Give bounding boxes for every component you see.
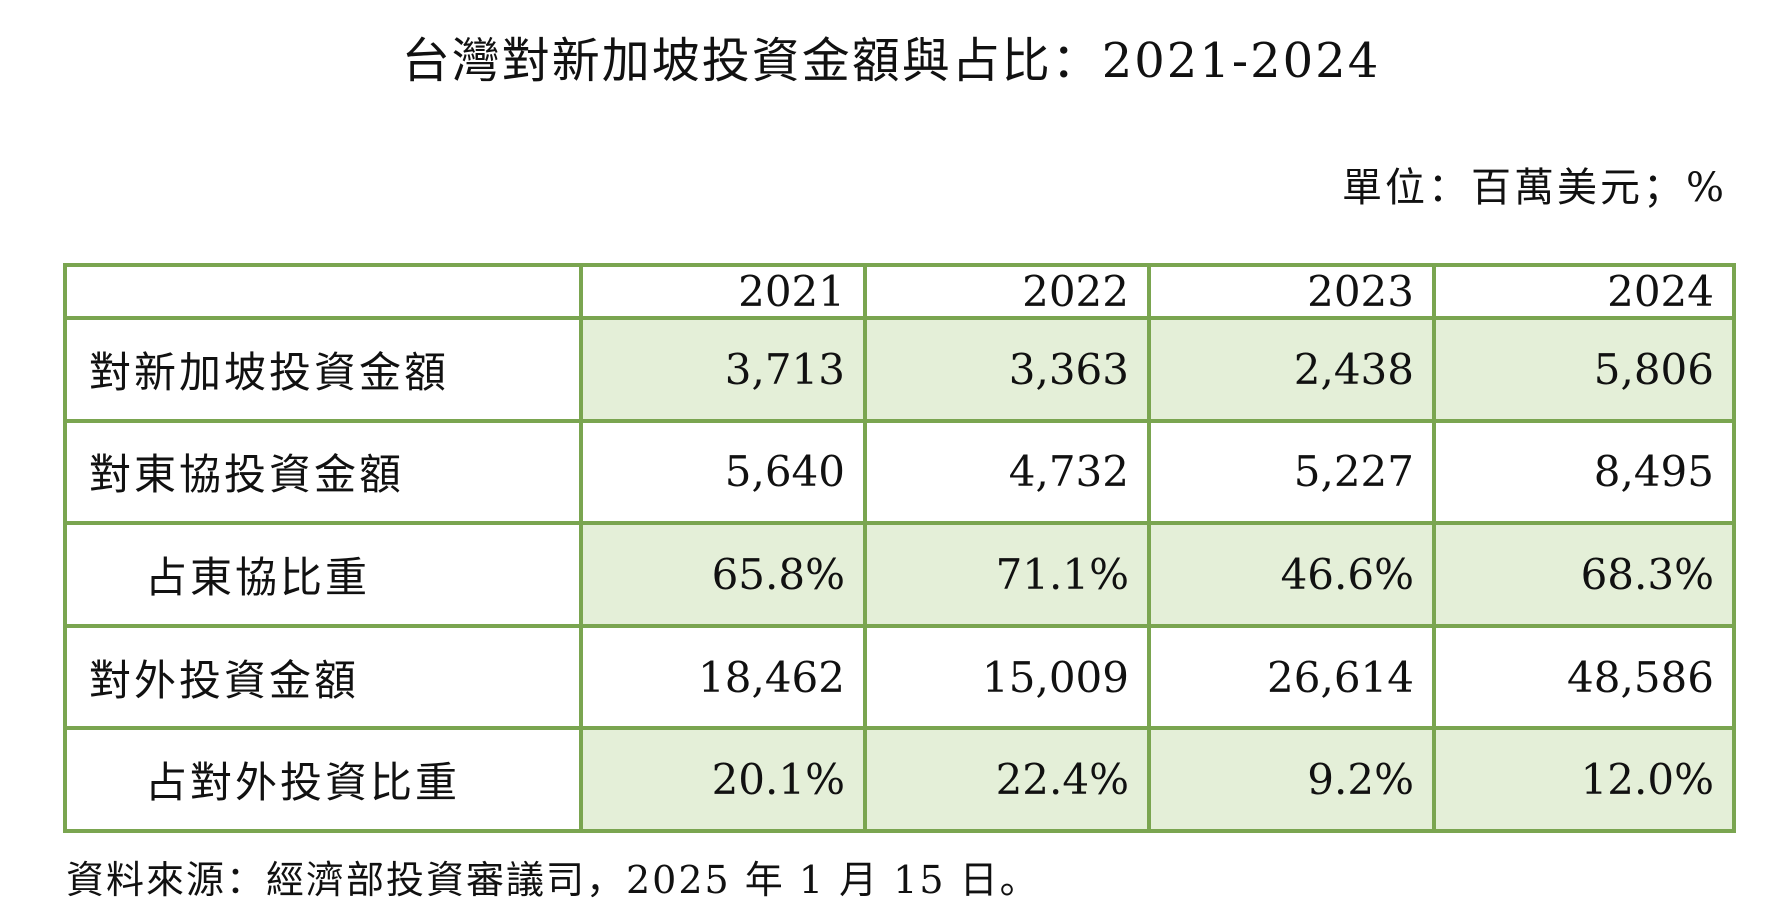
- header-cell-empty: [63, 263, 583, 320]
- table-cell: 15,009: [863, 623, 1151, 731]
- table-cell: 65.8%: [579, 521, 867, 628]
- table-cell: 18,462: [579, 623, 867, 731]
- table-cell: 3,713: [579, 316, 867, 423]
- unit-note: 單位：百萬美元；%: [1341, 165, 1727, 211]
- table-cell: 8,495: [1432, 418, 1736, 526]
- table-cell: 12.0%: [1432, 726, 1736, 833]
- table-cell: 5,227: [1147, 418, 1436, 526]
- table-cell: 71.1%: [863, 521, 1151, 628]
- header-cell-2023: 2023: [1147, 263, 1436, 320]
- header-cell-2022: 2022: [863, 263, 1151, 320]
- table-cell: 2,438: [1147, 316, 1436, 423]
- row-label: 對外投資金額: [63, 623, 583, 731]
- table-cell: 5,806: [1432, 316, 1736, 423]
- data-table: 2021 2022 2023 2024 對新加坡投資金額 3,713 3,363…: [63, 263, 1736, 833]
- table-row: 對外投資金額 18,462 15,009 26,614 48,586: [63, 623, 1736, 731]
- table-cell: 68.3%: [1432, 521, 1736, 628]
- source-note: 資料來源：經濟部投資審議司，2025 年 1 月 15 日。: [66, 858, 1040, 902]
- header-row: 2021 2022 2023 2024: [63, 263, 1736, 320]
- row-label: 對東協投資金額: [63, 418, 583, 526]
- table-cell: 5,640: [579, 418, 867, 526]
- row-label: 占東協比重: [63, 521, 583, 628]
- table-cell: 9.2%: [1147, 726, 1436, 833]
- table-cell: 46.6%: [1147, 521, 1436, 628]
- table-cell: 26,614: [1147, 623, 1436, 731]
- header-cell-2024: 2024: [1432, 263, 1736, 320]
- table-cell: 4,732: [863, 418, 1151, 526]
- table-row: 占對外投資比重 20.1% 22.4% 9.2% 12.0%: [63, 726, 1736, 833]
- table-cell: 20.1%: [579, 726, 867, 833]
- row-label: 對新加坡投資金額: [63, 316, 583, 423]
- table-title: 台灣對新加坡投資金額與占比：2021-2024: [401, 33, 1381, 89]
- table-cell: 22.4%: [863, 726, 1151, 833]
- table-cell: 3,363: [863, 316, 1151, 423]
- row-label: 占對外投資比重: [63, 726, 583, 833]
- table-row: 占東協比重 65.8% 71.1% 46.6% 68.3%: [63, 521, 1736, 628]
- table-cell: 48,586: [1432, 623, 1736, 731]
- table-row: 對東協投資金額 5,640 4,732 5,227 8,495: [63, 418, 1736, 526]
- header-cell-2021: 2021: [579, 263, 867, 320]
- table-row: 對新加坡投資金額 3,713 3,363 2,438 5,806: [63, 316, 1736, 423]
